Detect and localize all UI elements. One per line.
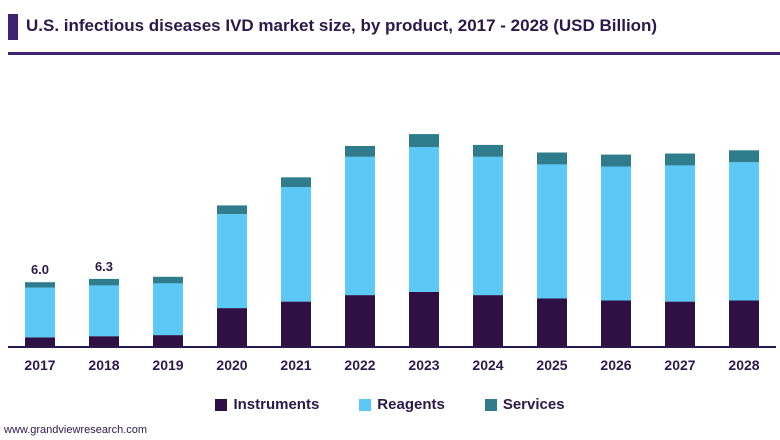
bar-instruments-2028 bbox=[729, 300, 759, 347]
bar-services-2021 bbox=[281, 177, 311, 187]
bar-services-2028 bbox=[729, 150, 759, 163]
bar-services-2025 bbox=[537, 152, 567, 165]
bar-services-2018 bbox=[89, 278, 119, 286]
bar-services-2017 bbox=[25, 282, 55, 288]
title-divider bbox=[8, 52, 780, 55]
bar-instruments-2022 bbox=[345, 295, 375, 347]
bar-services-2019 bbox=[153, 276, 183, 284]
bar-services-2023 bbox=[409, 134, 439, 148]
bar-instruments-2020 bbox=[217, 308, 247, 347]
bar-instruments-2027 bbox=[665, 301, 695, 347]
x-tick-label-2026: 2026 bbox=[600, 357, 631, 373]
source-credit: www.grandviewresearch.com bbox=[4, 424, 148, 436]
legend-swatch-instruments bbox=[215, 398, 228, 411]
x-tick-label-2020: 2020 bbox=[216, 357, 247, 373]
bar-reagents-2022 bbox=[345, 156, 375, 296]
x-tick-label-2028: 2028 bbox=[728, 357, 759, 373]
bar-reagents-2023 bbox=[409, 147, 439, 292]
bar-reagents-2026 bbox=[601, 166, 631, 301]
x-tick-label-2025: 2025 bbox=[536, 357, 567, 373]
bar-instruments-2019 bbox=[153, 335, 183, 347]
bar-services-2022 bbox=[345, 146, 375, 157]
legend-swatch-reagents bbox=[359, 398, 372, 411]
bar-instruments-2026 bbox=[601, 300, 631, 347]
bar-instruments-2017 bbox=[25, 337, 55, 347]
legend-item-instruments: Instruments bbox=[215, 396, 319, 413]
bar-services-2027 bbox=[665, 153, 695, 166]
bar-instruments-2024 bbox=[473, 295, 503, 347]
legend-item-reagents: Reagents bbox=[359, 396, 445, 413]
data-label-2018: 6.3 bbox=[95, 259, 113, 274]
x-tick-label-2021: 2021 bbox=[280, 357, 311, 373]
x-tick-label-2023: 2023 bbox=[408, 357, 439, 373]
bar-instruments-2025 bbox=[537, 298, 567, 347]
legend-label-reagents: Reagents bbox=[377, 396, 445, 413]
x-tick-label-2019: 2019 bbox=[152, 357, 183, 373]
title-accent-bar bbox=[8, 14, 18, 40]
x-tick-label-2017: 2017 bbox=[24, 357, 55, 373]
bar-reagents-2017 bbox=[25, 287, 55, 338]
x-tick-label-2024: 2024 bbox=[472, 357, 503, 373]
legend-item-services: Services bbox=[484, 396, 565, 413]
bar-services-2020 bbox=[217, 205, 247, 214]
bar-reagents-2018 bbox=[89, 285, 119, 337]
chart-legend: Instruments Reagents Services bbox=[0, 396, 780, 413]
x-tick-label-2027: 2027 bbox=[664, 357, 695, 373]
bar-reagents-2027 bbox=[665, 165, 695, 302]
bar-services-2024 bbox=[473, 144, 503, 157]
bar-reagents-2024 bbox=[473, 156, 503, 296]
bar-reagents-2021 bbox=[281, 187, 311, 302]
legend-swatch-services bbox=[484, 398, 497, 411]
legend-label-services: Services bbox=[502, 396, 565, 413]
bar-instruments-2021 bbox=[281, 301, 311, 347]
bar-services-2026 bbox=[601, 154, 631, 167]
bar-instruments-2018 bbox=[89, 336, 119, 347]
bar-reagents-2019 bbox=[153, 283, 183, 336]
data-label-2017: 6.0 bbox=[31, 262, 49, 277]
x-tick-label-2018: 2018 bbox=[88, 357, 119, 373]
legend-label-instruments: Instruments bbox=[233, 396, 320, 413]
chart-title: U.S. infectious diseases IVD market size… bbox=[26, 16, 658, 35]
bar-reagents-2025 bbox=[537, 164, 567, 299]
bar-instruments-2023 bbox=[409, 291, 439, 347]
x-tick-label-2022: 2022 bbox=[344, 357, 375, 373]
bar-reagents-2020 bbox=[217, 214, 247, 309]
bar-reagents-2028 bbox=[729, 162, 759, 301]
